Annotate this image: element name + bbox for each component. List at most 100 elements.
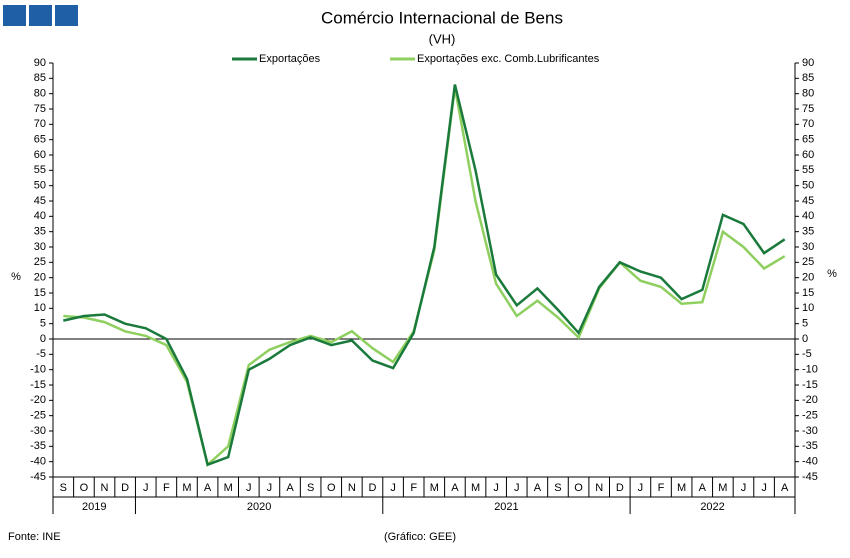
y2-tick-label: 75 (802, 103, 814, 115)
x-tick-label: F (163, 482, 170, 494)
y2-tick-label: 5 (802, 318, 808, 330)
source: Fonte: INE (8, 531, 61, 543)
y-tick-label: -20 (30, 394, 46, 406)
y-tick-label: -40 (30, 456, 46, 468)
y-tick-label: 0 (40, 333, 46, 345)
x-tick-label: J (267, 482, 273, 494)
x-tick-label: S (60, 482, 67, 494)
y-tick-label: 85 (34, 72, 46, 84)
y2-tick-label: 60 (802, 149, 814, 161)
x-tick-label: A (534, 482, 542, 494)
y-tick-label: 10 (34, 302, 46, 314)
y-tick-label: 45 (34, 195, 46, 207)
y2-tick-label: 25 (802, 256, 814, 268)
x-tick-label: O (80, 482, 89, 494)
x-tick-label: M (718, 482, 727, 494)
x-tick-label: J (741, 482, 747, 494)
logo-block (29, 5, 52, 26)
y-tick-label: -15 (30, 379, 46, 391)
y-axis-label: % (11, 271, 21, 283)
x-tick-label: M (224, 482, 233, 494)
x-tick-label: M (677, 482, 686, 494)
year-label: 2021 (494, 501, 518, 513)
y2-tick-label: 70 (802, 118, 814, 130)
x-tick-label: J (493, 482, 499, 494)
chart-title: Comércio Internacional de Bens (321, 8, 563, 27)
x-tick-label: D (121, 482, 129, 494)
x-tick-label: F (410, 482, 417, 494)
x-tick-label: N (101, 482, 109, 494)
x-tick-label: A (781, 482, 789, 494)
y-tick-label: 35 (34, 226, 46, 238)
x-tick-label: O (327, 482, 336, 494)
year-label: 2019 (82, 501, 106, 513)
y2-tick-label: -30 (802, 425, 818, 437)
x-tick-label: N (348, 482, 356, 494)
logo-block (3, 5, 26, 26)
x-tick-label: F (658, 482, 665, 494)
y2-tick-label: -35 (802, 440, 818, 452)
x-tick-label: O (574, 482, 583, 494)
y2-tick-label: 15 (802, 287, 814, 299)
y-tick-label: 65 (34, 134, 46, 146)
x-tick-label: A (699, 482, 707, 494)
y-tick-label: 25 (34, 256, 46, 268)
x-tick-label: A (286, 482, 294, 494)
year-label: 2020 (247, 501, 271, 513)
y-tick-label: -45 (30, 471, 46, 483)
series-line (63, 87, 786, 468)
y2-tick-label: 90 (802, 57, 814, 69)
x-tick-label: M (182, 482, 191, 494)
y2-tick-label: -15 (802, 379, 818, 391)
series-line (63, 84, 786, 467)
y2-tick-label: -25 (802, 410, 818, 422)
year-label: 2022 (700, 501, 724, 513)
y-tick-label: -30 (30, 425, 46, 437)
y2-tick-label: 50 (802, 180, 814, 192)
x-tick-label: M (430, 482, 439, 494)
y-tick-label: -25 (30, 410, 46, 422)
x-tick-label: J (390, 482, 396, 494)
x-tick-label: A (204, 482, 212, 494)
y-tick-label: 75 (34, 103, 46, 115)
y2-tick-label: 65 (802, 134, 814, 146)
y2-tick-label: 10 (802, 302, 814, 314)
y2-tick-label: -10 (802, 364, 818, 376)
y2-tick-label: 45 (802, 195, 814, 207)
y2-tick-label: -20 (802, 394, 818, 406)
y2-tick-label: 35 (802, 226, 814, 238)
x-tick-label: J (761, 482, 767, 494)
y2-tick-label: 20 (802, 272, 814, 284)
logo-block (55, 5, 78, 26)
y-tick-label: 90 (34, 57, 46, 69)
y2-tick-label: -5 (802, 348, 812, 360)
y-tick-label: 20 (34, 272, 46, 284)
y-tick-label: -10 (30, 364, 46, 376)
x-tick-label: D (368, 482, 376, 494)
y-tick-label: 40 (34, 210, 46, 222)
x-tick-label: D (616, 482, 624, 494)
y2-tick-label: 55 (802, 164, 814, 176)
chart-subtitle: (VH) (429, 31, 456, 46)
x-tick-label: S (307, 482, 314, 494)
y-tick-label: 15 (34, 287, 46, 299)
legend-label: Exportações exc. Comb.Lubrificantes (417, 53, 600, 65)
y-tick-label: 70 (34, 118, 46, 130)
x-tick-label: J (246, 482, 252, 494)
y2-tick-label: 0 (802, 333, 808, 345)
legend-label: Exportações (259, 53, 321, 65)
y2-tick-label: -40 (802, 456, 818, 468)
y2-tick-label: 40 (802, 210, 814, 222)
y2-tick-label: -45 (802, 471, 818, 483)
y-tick-label: 60 (34, 149, 46, 161)
y-tick-label: -35 (30, 440, 46, 452)
x-tick-label: S (554, 482, 561, 494)
x-tick-label: N (595, 482, 603, 494)
x-tick-label: M (471, 482, 480, 494)
note: (Gráfico: GEE) (384, 531, 456, 543)
y2-tick-label: 85 (802, 72, 814, 84)
x-tick-label: J (638, 482, 644, 494)
y2-tick-label: 30 (802, 241, 814, 253)
y2-axis-label: % (827, 268, 837, 280)
